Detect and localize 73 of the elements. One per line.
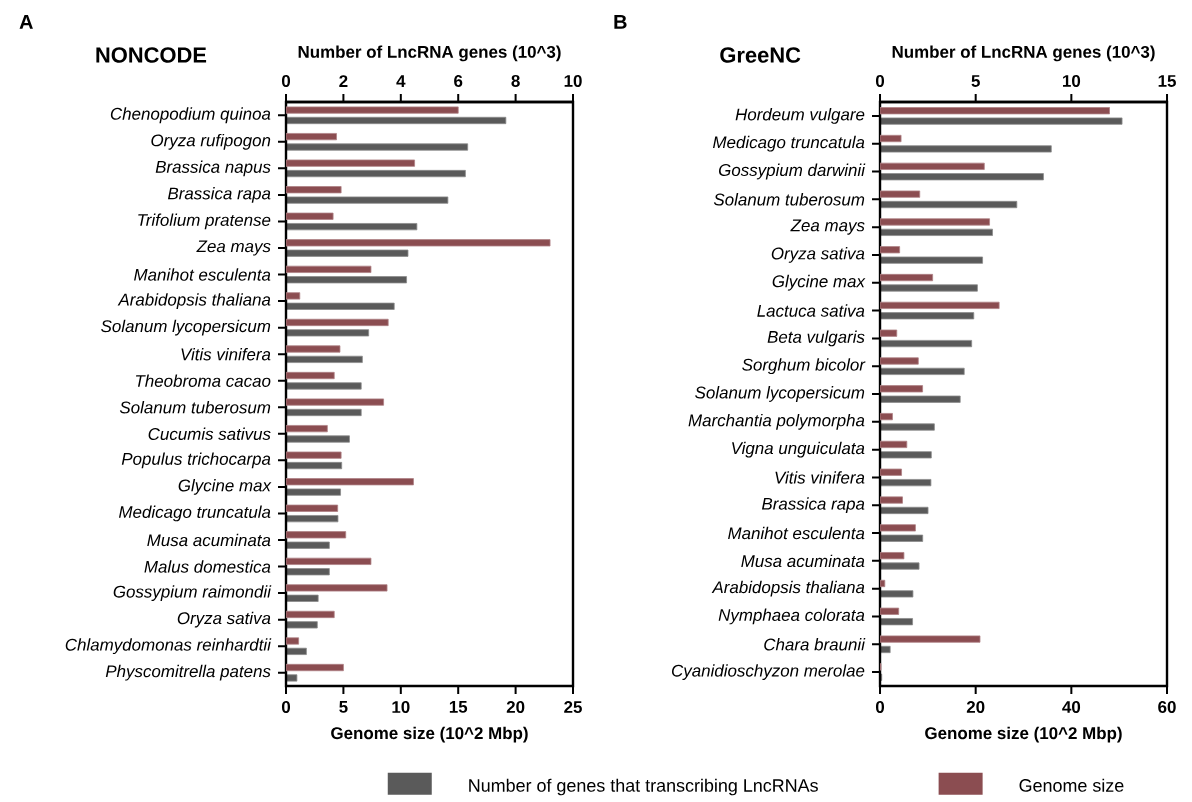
- x-axis-title: Genome size (10^2 Mbp): [925, 726, 1122, 743]
- chart-title: NONCODE: [96, 47, 207, 63]
- y-tick-label: Oryza rufipogon: [151, 133, 271, 150]
- y-tick-label: Chara braunii: [764, 638, 866, 651]
- legend-label: Number of genes that transcribing LncRNAs: [469, 778, 818, 796]
- y-tick-label: Solanum tuberosum: [119, 401, 271, 414]
- x2-tick-label: 10: [564, 74, 582, 87]
- y-tick-label: Nymphaea colorata: [718, 608, 865, 625]
- x2-tick-label: 2: [339, 75, 348, 87]
- x2-tick-label: 6: [454, 74, 463, 87]
- y-tick-label: Theobroma cacao: [135, 374, 271, 387]
- y-tick-label: Medicago truncatula: [712, 135, 865, 152]
- y-tick-label: Brassica rapa: [167, 187, 271, 203]
- x-tick-label: 0: [875, 701, 885, 714]
- x2-tick-label: 5: [971, 75, 980, 87]
- y-tick-label: Gossypium raimondii: [113, 585, 272, 601]
- x-tick-label: 5: [339, 701, 348, 713]
- y-tick-label: Solanum tuberosum: [713, 193, 865, 206]
- x2-axis-title: Number of LncRNA genes (10^3): [892, 45, 1155, 62]
- y-tick-label: Gossypium darwinii: [718, 163, 866, 180]
- y-tick-label: Populus trichocarpa: [121, 452, 271, 469]
- x-tick-label: 20: [966, 701, 985, 714]
- x-tick-label: 15: [449, 701, 468, 713]
- x2-tick-label: 0: [875, 74, 885, 87]
- y-tick-label: Sorghum bicolor: [742, 358, 866, 375]
- y-tick-label: Glycine max: [772, 274, 866, 291]
- y-tick-label: Beta vulgaris: [767, 330, 865, 347]
- x2-axis-title: Number of LncRNA genes (10^3): [298, 45, 561, 62]
- y-tick-label: Lactuca sativa: [757, 304, 865, 317]
- y-tick-label: Physcomitrella patens: [105, 664, 271, 681]
- y-tick-label: Arabidopsis thaliana: [711, 580, 865, 597]
- y-tick-label: Marchantia polymorpha: [688, 413, 865, 430]
- y-tick-label: Medicago truncatula: [118, 505, 271, 522]
- y-tick-label: Cucumis sativus: [148, 427, 271, 441]
- y-tick-label: Vitis vinifera: [775, 471, 865, 484]
- text: A: [19, 15, 33, 29]
- x2-tick-label: 10: [1063, 74, 1081, 87]
- y-tick-label: Brassica napus: [155, 160, 271, 177]
- y-tick-label: Vitis vinifera: [181, 347, 271, 361]
- x-tick-label: 60: [1158, 701, 1176, 714]
- x-tick-label: 20: [506, 701, 525, 714]
- y-tick-label: Vigna unguiculata: [732, 441, 865, 458]
- x2-tick-label: 8: [511, 74, 520, 87]
- y-tick-label: Chlamydomonas reinhardtii: [65, 638, 272, 655]
- y-tick-label: Musa acuminata: [741, 554, 865, 568]
- y-tick-label: Glycine max: [178, 479, 272, 495]
- y-tick-label: Malus domestica: [144, 560, 271, 573]
- legend-label: Genome size: [1019, 778, 1124, 792]
- x-tick-label: 10: [392, 701, 410, 714]
- x-tick-label: 0: [281, 701, 291, 714]
- x2-tick-label: 15: [1158, 75, 1176, 87]
- x2-tick-label: 4: [396, 75, 406, 87]
- y-tick-label: Chenopodium quinoa: [110, 107, 271, 124]
- x2-tick-label: 0: [281, 74, 291, 87]
- x-tick-label: 25: [564, 701, 582, 714]
- y-tick-label: Brassica rapa: [761, 497, 865, 514]
- y-tick-label: Trifolium pratense: [138, 213, 271, 230]
- y-tick-label: Solanum lycopersicum: [695, 386, 865, 402]
- y-tick-label: Arabidopsis thaliana: [117, 293, 271, 309]
- y-tick-label: Musa acuminata: [147, 533, 271, 547]
- y-tick-label: Manihot esculenta: [134, 268, 271, 281]
- text: B: [614, 15, 627, 29]
- y-tick-label: Cyanidioschyzon merolae: [671, 664, 865, 680]
- x-tick-label: 40: [1062, 701, 1081, 714]
- x-axis-title: Genome size (10^2 Mbp): [331, 726, 528, 743]
- y-tick-label: Zea mays: [196, 240, 271, 256]
- y-tick-label: Manihot esculenta: [728, 526, 865, 540]
- y-tick-label: Solanum lycopersicum: [101, 319, 271, 336]
- y-tick-label: Oryza sativa: [177, 611, 271, 628]
- y-tick-label: Zea mays: [790, 219, 865, 235]
- y-tick-label: Hordeum vulgare: [735, 108, 865, 124]
- chart-title: GreeNC: [720, 47, 801, 63]
- y-tick-label: Oryza sativa: [771, 247, 865, 263]
